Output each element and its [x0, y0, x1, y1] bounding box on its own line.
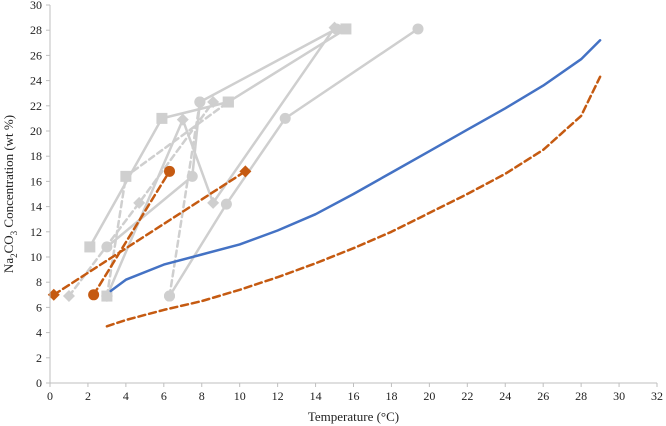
data-point-circle: [88, 289, 100, 301]
y-tick-label: 6: [36, 300, 42, 314]
x-tick-label: 4: [123, 389, 129, 403]
y-tick-label: 8: [36, 275, 42, 289]
data-point-square: [222, 96, 234, 108]
y-tick-label: 30: [30, 0, 42, 12]
x-axis-title: Temperature (°C): [308, 409, 399, 424]
axes-layer: [46, 4, 658, 387]
y-tick-label: 10: [30, 250, 42, 264]
series-line-11: [105, 75, 602, 328]
x-tick-label: 22: [461, 389, 473, 403]
data-point-square: [156, 112, 168, 124]
y-tick-label: 16: [30, 174, 42, 188]
data-point-diamond: [207, 96, 220, 109]
data-point-circle: [164, 165, 176, 177]
data-point-diamond: [207, 196, 220, 209]
data-point-square: [340, 23, 352, 35]
y-tick-label: 18: [30, 149, 42, 163]
y-tick-label: 0: [36, 376, 42, 390]
data-point-diamond: [239, 165, 252, 178]
data-point-diamond: [133, 196, 146, 209]
y-tick-label: 22: [30, 99, 42, 113]
y-axis-title-subscript: 2: [9, 253, 19, 258]
x-tick-label: 18: [385, 389, 397, 403]
tick-labels-layer: 0 2 4 6 8 10 12 14 16 18 20 22 24 26 28 30 3202468101214…: [30, 0, 663, 403]
series-line-6: [105, 100, 230, 298]
series-line-3: [88, 27, 348, 249]
series-line-2: [105, 27, 338, 249]
x-tick-label: 14: [310, 389, 322, 403]
data-point-circle: [279, 112, 291, 124]
y-axis-title: Na2CO3 Concentration (wt %): [1, 115, 19, 273]
series-line-9: [92, 170, 171, 297]
x-tick-label: 28: [575, 389, 587, 403]
series-line-10: [109, 39, 602, 293]
series-line-4: [105, 26, 336, 298]
y-tick-label: 12: [30, 225, 42, 239]
data-point-circle: [164, 290, 176, 302]
data-point-diamond: [176, 113, 189, 126]
y-tick-label: 14: [30, 200, 42, 214]
x-tick-label: 12: [272, 389, 284, 403]
data-point-square: [120, 170, 132, 182]
data-point-circle: [194, 96, 206, 108]
data-point-diamond: [328, 21, 341, 34]
x-tick-label: 20: [423, 389, 435, 403]
series-line-8: [52, 170, 247, 297]
series-layer: [47, 21, 602, 328]
series-line-1: [168, 27, 420, 298]
data-point-square: [101, 290, 113, 302]
data-point-diamond: [62, 290, 75, 303]
x-tick-label: 2: [85, 389, 91, 403]
y-tick-label: 24: [30, 74, 42, 88]
y-axis-title-part: Concentration (wt %): [1, 115, 16, 231]
y-axis-title-subscript: 3: [9, 230, 19, 235]
x-tick-label: 6: [161, 389, 167, 403]
x-tick-label: 16: [348, 389, 360, 403]
x-tick-label: 8: [199, 389, 205, 403]
data-point-square: [84, 241, 96, 253]
y-axis-title-part: CO: [1, 235, 16, 253]
x-tick-label: 10: [234, 389, 246, 403]
y-tick-label: 2: [36, 351, 42, 365]
y-tick-label: 26: [30, 48, 42, 62]
x-tick-label: 26: [537, 389, 549, 403]
series-line-5: [168, 100, 202, 298]
data-point-circle: [220, 198, 232, 210]
y-tick-label: 4: [36, 326, 42, 340]
x-tick-label: 0: [47, 389, 53, 403]
data-point-diamond: [47, 288, 60, 301]
y-tick-label: 28: [30, 23, 42, 37]
x-tick-label: 24: [499, 389, 511, 403]
x-tick-label: 32: [651, 389, 663, 403]
y-axis-title-part: Na: [1, 258, 16, 273]
y-tick-label: 20: [30, 124, 42, 138]
data-point-circle: [412, 23, 424, 35]
x-tick-label: 30: [613, 389, 625, 403]
